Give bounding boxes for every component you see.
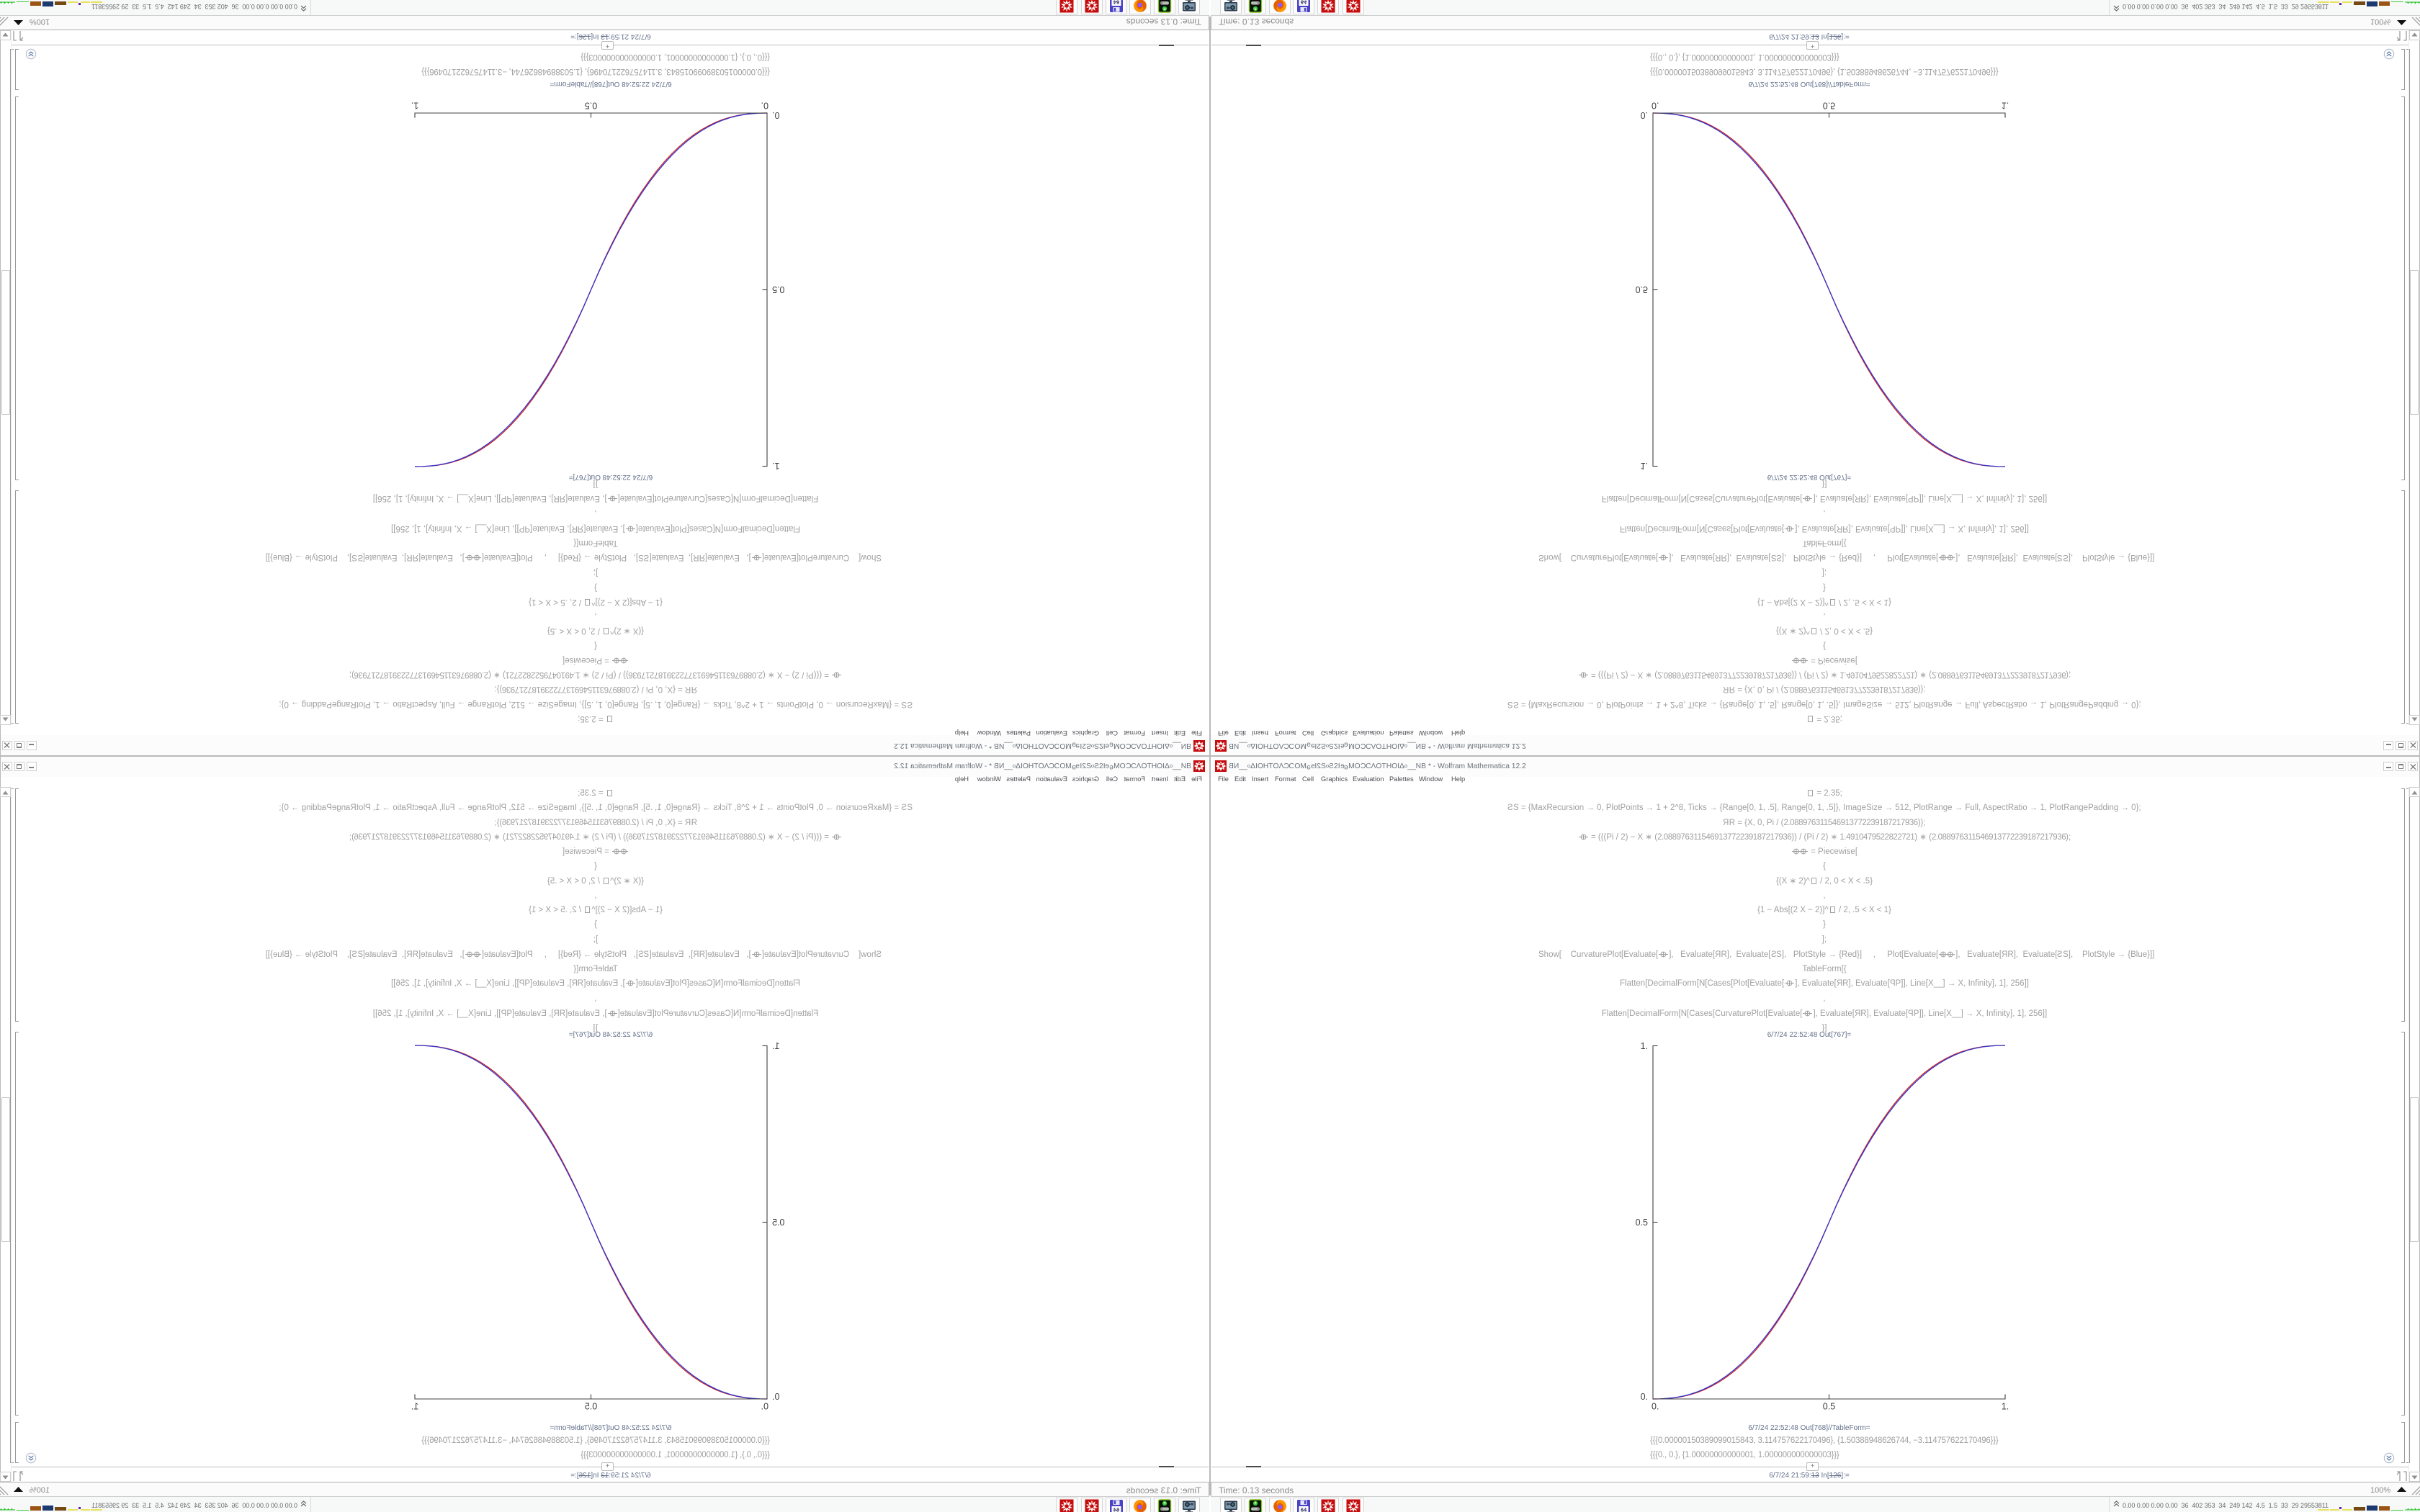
svg-text:0.: 0.	[761, 1402, 768, 1412]
svg-text:0.: 0.	[772, 110, 779, 120]
svg-text:0.5: 0.5	[1823, 101, 1835, 111]
svg-text:64: 64	[1301, 0, 1307, 6]
svg-text:1.: 1.	[1641, 1041, 1648, 1051]
svg-text:1.: 1.	[2002, 1402, 2009, 1412]
svg-text:0.5: 0.5	[772, 284, 784, 294]
svg-text:0.: 0.	[1641, 1392, 1648, 1402]
svg-text:64: 64	[1301, 1506, 1307, 1512]
svg-text:0.: 0.	[772, 1392, 779, 1402]
svg-text:1.: 1.	[2002, 101, 2009, 111]
svg-text:1.: 1.	[411, 1402, 418, 1412]
svg-text:0.5: 0.5	[1823, 1402, 1835, 1412]
svg-text:0.: 0.	[1652, 101, 1659, 111]
svg-text:64: 64	[1113, 1506, 1119, 1512]
svg-text:0.5: 0.5	[585, 1402, 597, 1412]
svg-text:0.: 0.	[1652, 1402, 1659, 1412]
svg-text:1.: 1.	[772, 1041, 779, 1051]
svg-text:0.5: 0.5	[585, 101, 597, 111]
svg-text:1.: 1.	[411, 101, 418, 111]
svg-text:0.: 0.	[1641, 110, 1648, 120]
svg-text:0.5: 0.5	[772, 1218, 784, 1228]
svg-text:1.: 1.	[1641, 461, 1648, 471]
svg-text:0.5: 0.5	[1636, 284, 1648, 294]
svg-text:1.: 1.	[772, 461, 779, 471]
svg-text:0.: 0.	[761, 101, 768, 111]
svg-text:64: 64	[1113, 0, 1119, 6]
svg-text:0.5: 0.5	[1636, 1218, 1648, 1228]
